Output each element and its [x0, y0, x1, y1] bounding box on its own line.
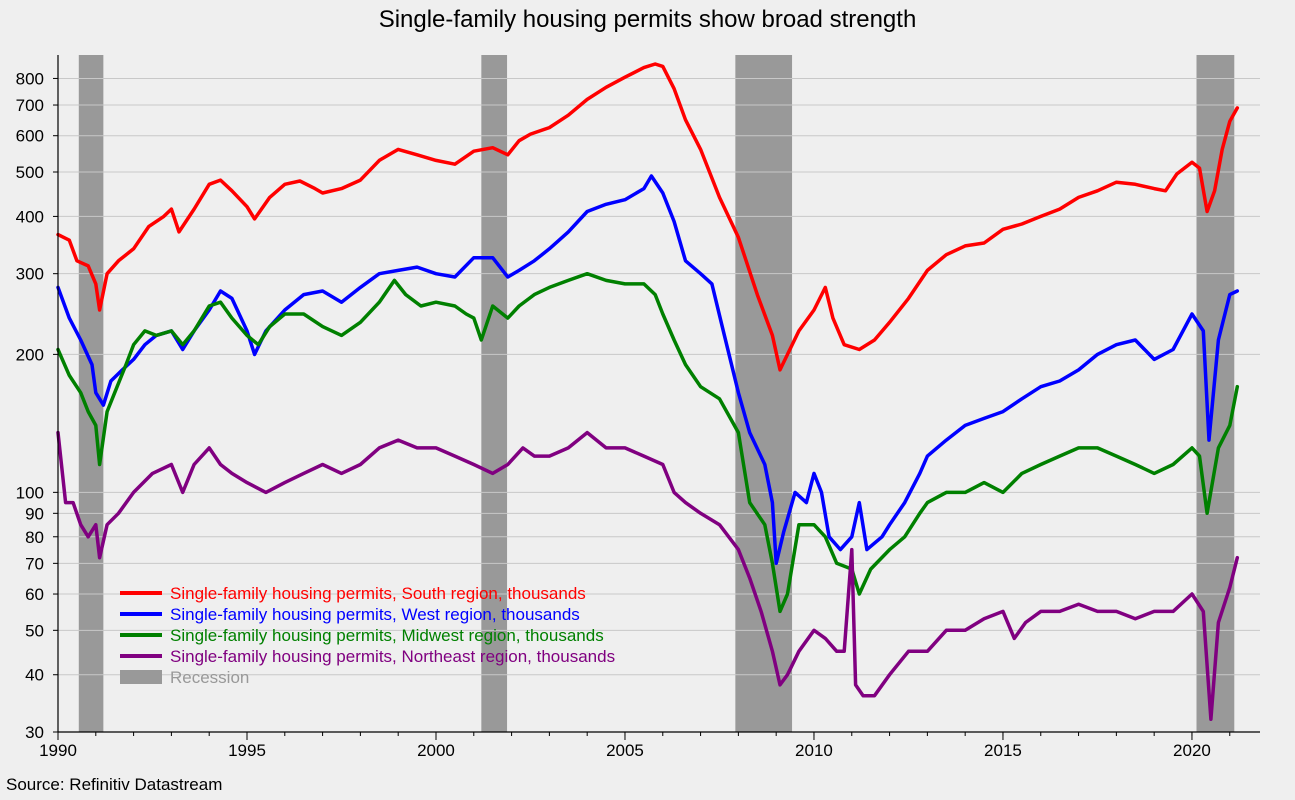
y-tick-label: 200 [16, 345, 44, 364]
y-tick-label: 70 [25, 554, 44, 573]
legend-swatch-recession [120, 670, 162, 684]
y-tick-label: 90 [25, 504, 44, 523]
y-tick-label: 800 [16, 69, 44, 88]
legend-label: Single-family housing permits, West regi… [170, 605, 580, 624]
y-tick-label: 700 [16, 96, 44, 115]
y-tick-label: 40 [25, 666, 44, 685]
y-tick-label: 80 [25, 528, 44, 547]
y-tick-label: 50 [25, 621, 44, 640]
source-note: Source: Refinitiv Datastream [6, 775, 223, 794]
y-tick-label: 600 [16, 127, 44, 146]
gridlines [58, 77, 1260, 733]
legend-label: Single-family housing permits, Midwest r… [170, 626, 604, 645]
legend-label-recession: Recession [170, 668, 249, 687]
x-tick-label: 1995 [228, 741, 266, 760]
y-tick-label: 300 [16, 265, 44, 284]
axes: 30 40 50 60 70 80 90 100 200 300 400 500 600 700 800 19… [16, 55, 1260, 760]
y-tick-label: 400 [16, 207, 44, 226]
legend-label: Single-family housing permits, South reg… [170, 584, 586, 603]
chart-title: Single-family housing permits show broad… [378, 6, 917, 33]
legend-label: Single-family housing permits, Northeast… [170, 647, 615, 666]
y-tick-label: 100 [16, 483, 44, 502]
x-tick-label: 2010 [795, 741, 833, 760]
x-tick-label: 2015 [984, 741, 1022, 760]
series-line-4 [56, 430, 1240, 721]
y-tick-label: 60 [25, 585, 44, 604]
y-tick-label: 500 [16, 163, 44, 182]
recession-band [481, 55, 508, 732]
x-tick-label: 1990 [39, 741, 77, 760]
legend: Single-family housing permits, South reg… [120, 584, 615, 687]
x-tick-label: 2005 [606, 741, 644, 760]
series-line-1 [56, 62, 1240, 372]
y-tick-label: 30 [25, 723, 44, 742]
series-line-2 [56, 174, 1240, 566]
x-tick-label: 2020 [1173, 741, 1211, 760]
x-tick-label: 2000 [417, 741, 455, 760]
series-line-3 [56, 271, 1240, 614]
series-lines [56, 62, 1240, 721]
